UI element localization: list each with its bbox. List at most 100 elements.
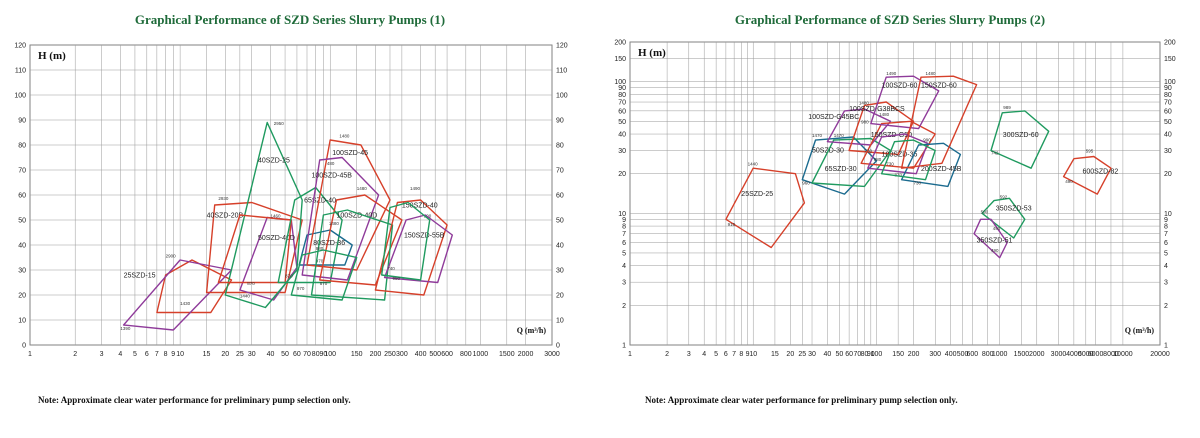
x-tick-label: 60 xyxy=(845,351,853,358)
y-tick-label-left: 0 xyxy=(22,343,26,350)
x-tick-label: 2000 xyxy=(518,351,534,358)
x-tick-label: 2 xyxy=(665,351,669,358)
y-tick-label-left: 7 xyxy=(622,231,626,238)
y-tick-label-left: 150 xyxy=(614,56,626,63)
pump-label: 350SZD-51 xyxy=(977,238,1013,245)
speed-label: 1480 xyxy=(329,221,340,226)
pump-label: 100SZD-45B xyxy=(312,173,353,180)
pump-label: 100SZD-40D xyxy=(337,213,378,220)
pump-envelope-100SZD-45 xyxy=(306,139,391,271)
pump-envelope-50SZD-30 xyxy=(801,136,878,195)
x-tick-label: 300 xyxy=(396,351,408,358)
x-axis-label: Q (m³/h) xyxy=(1125,326,1155,335)
x-tick-label: 9 xyxy=(746,351,750,358)
speed-label: 970 xyxy=(316,259,324,264)
x-tick-label: 1 xyxy=(628,351,632,358)
y-tick-label-left: 10 xyxy=(18,318,26,325)
speed-label: 590 xyxy=(981,209,989,214)
speed-label: 870 xyxy=(247,281,255,286)
pump-label: 100SZD-60 xyxy=(882,83,918,90)
x-tick-label: 500 xyxy=(429,351,441,358)
x-tick-label: 20 xyxy=(786,351,794,358)
speed-label: 2900 xyxy=(166,254,177,259)
y-tick-label-left: 50 xyxy=(18,218,26,225)
x-tick-label: 25 xyxy=(236,351,244,358)
x-tick-label: 10000 xyxy=(1113,351,1133,358)
x-tick-label: 1500 xyxy=(499,351,515,358)
speed-label: 1490 xyxy=(886,71,897,76)
y-tick-label-right: 100 xyxy=(556,93,568,100)
x-tick-label: 100 xyxy=(871,351,883,358)
y-tick-label-right: 60 xyxy=(556,193,564,200)
speed-label: 980 xyxy=(316,246,324,251)
x-tick-label: 2000 xyxy=(1029,351,1045,358)
pump-envelope-350SZD-53 xyxy=(981,197,1026,239)
pump-label: 80SZD-36 xyxy=(313,240,345,247)
y-tick-label-right: 50 xyxy=(556,218,564,225)
x-tick-label: 15 xyxy=(203,351,211,358)
x-tick-label: 400 xyxy=(945,351,957,358)
x-tick-label: 7 xyxy=(155,351,159,358)
y-tick-label-left: 10 xyxy=(618,211,626,218)
pump-label: 100SZD-G38BCS xyxy=(849,106,905,113)
pump-envelope-25SZD-25 xyxy=(725,167,806,249)
pump-envelope-80SZD-36 xyxy=(298,229,353,266)
x-tick-label: 800 xyxy=(982,351,994,358)
y-tick-label-right: 70 xyxy=(556,168,564,175)
pump-envelope-100SZD-35 xyxy=(867,133,929,175)
x-tick-label: 80 xyxy=(312,351,320,358)
speed-label: 1490 xyxy=(410,186,421,191)
pump-envelope-150SZD-40 xyxy=(374,199,448,296)
y-tick-label-left: 50 xyxy=(618,119,626,126)
speed-label: 730 xyxy=(865,148,873,153)
pump-envelope-25SZD-15 xyxy=(156,259,233,314)
y-tick-label-left: 3 xyxy=(622,280,626,287)
x-tick-label: 800 xyxy=(460,351,472,358)
speed-label: 1480 xyxy=(859,101,870,106)
speed-label: 490 xyxy=(993,226,1001,231)
pump-envelope-600SZD-82 xyxy=(1062,155,1112,195)
y-tick-label-right: 8 xyxy=(1164,224,1168,231)
x-tick-label: 400 xyxy=(415,351,427,358)
y-axis-label: H (m) xyxy=(38,50,66,62)
x-tick-label: 300 xyxy=(929,351,941,358)
speed-label: 490 xyxy=(991,248,999,253)
x-tick-label: 70 xyxy=(303,351,311,358)
pump-label: 25SZD-15 xyxy=(124,273,156,280)
speed-label: 870 xyxy=(320,281,328,286)
speed-label: 2950 xyxy=(274,121,285,126)
x-tick-label: 50 xyxy=(281,351,289,358)
y-tick-label-right: 50 xyxy=(1164,119,1172,126)
x-tick-label: 3000 xyxy=(544,351,560,358)
speed-label: 730 xyxy=(914,181,922,186)
speed-label: 910 xyxy=(728,222,736,227)
pump-label: 40SZD-20B xyxy=(207,213,244,220)
speed-label: 1480 xyxy=(879,112,890,117)
y-tick-label-right: 100 xyxy=(1164,79,1176,86)
pump-envelope-unnamed-15 xyxy=(290,249,358,301)
speed-label: 1390 xyxy=(120,326,131,331)
y-tick-label-right: 20 xyxy=(556,293,564,300)
y-tick-label-right: 3 xyxy=(1164,280,1168,287)
y-tick-label-right: 20 xyxy=(1164,171,1172,178)
y-tick-label-right: 5 xyxy=(1164,250,1168,257)
y-tick-label-right: 4 xyxy=(1164,263,1168,270)
x-tick-label: 7 xyxy=(732,351,736,358)
y-tick-label-right: 0 xyxy=(556,343,560,350)
speed-label: 1480 xyxy=(357,186,368,191)
speed-label: 480 xyxy=(327,161,335,166)
speed-label: 730 xyxy=(886,162,894,167)
speed-label: 1480 xyxy=(926,71,937,76)
speed-label: 490 xyxy=(1065,179,1073,184)
pump-label: 100SZD-45 xyxy=(332,150,368,157)
y-tick-label-left: 2 xyxy=(622,303,626,310)
x-tick-label: 9 xyxy=(171,351,175,358)
pump-label: 50SZD-40D xyxy=(258,235,295,242)
pump-label: 100SZD-G45BC xyxy=(808,114,859,121)
pump-envelope-unnamed-11 xyxy=(310,209,394,301)
pump-label: 300SZD-60 xyxy=(1003,132,1039,139)
x-tick-label: 2 xyxy=(73,351,77,358)
y-tick-label-right: 40 xyxy=(1164,132,1172,139)
pump-label: 150SZD-60 xyxy=(921,83,957,90)
